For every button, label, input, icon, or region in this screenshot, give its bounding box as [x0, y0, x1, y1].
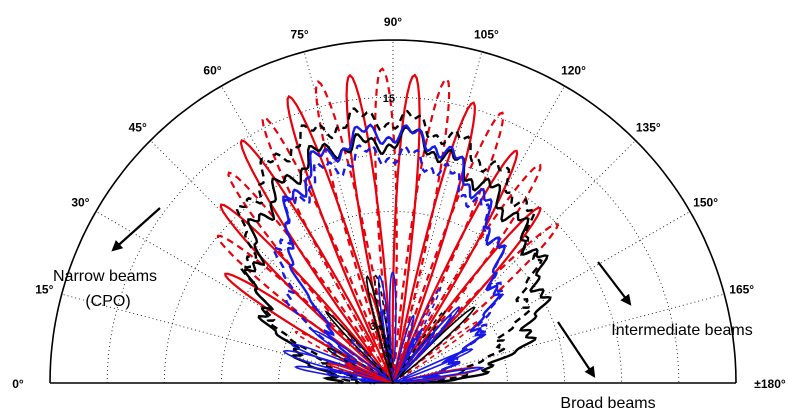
radial-tick-label: 3: [370, 321, 376, 333]
angle-tick-label: 45°: [129, 121, 147, 135]
sidelobe: [344, 362, 394, 384]
sidelobe: [392, 305, 461, 384]
sidelobe: [392, 348, 474, 384]
radial-grid-ring: [106, 96, 680, 384]
angle-tick-label: 135°: [636, 121, 661, 135]
angle-tick-label: 165°: [729, 283, 754, 297]
sidelobe: [392, 308, 447, 384]
beam-lobe: [286, 94, 395, 384]
axis-labels: 0° 15° 30° 45° 60° 75° 90° 105° 120° 135° 150° 165°…: [12, 15, 786, 391]
sidelobe: [366, 275, 394, 384]
beam-lobe: [374, 67, 398, 384]
polar-grid: [61, 40, 725, 384]
beam-lobe: [392, 163, 542, 384]
annotations: Narrow beams (CPO) Intermediate beams Broad…: [53, 207, 753, 412]
angle-tick-label: 75°: [291, 27, 309, 41]
sidelobe: [294, 330, 394, 384]
beam-patterns: [218, 67, 559, 385]
angle-tick-label: 90°: [384, 15, 402, 29]
sidelobe: [392, 285, 442, 384]
angle-tick-label: 60°: [203, 63, 221, 77]
annotation-arrow: [597, 261, 632, 306]
beam-envelope: [272, 144, 508, 385]
angle-tick-label: ±180°: [754, 377, 786, 391]
outer-arc: [49, 39, 737, 384]
sidelobe: [392, 339, 410, 384]
sidelobe: [374, 274, 394, 384]
sidelobe: [387, 333, 394, 384]
beam-lobe: [261, 115, 394, 384]
sidelobe: [392, 306, 476, 384]
sidelobe: [324, 310, 394, 384]
sidelobe: [392, 366, 485, 384]
beam-envelope: [235, 107, 543, 385]
annotation-arrow: [557, 321, 596, 378]
angle-tick-label: 120°: [561, 63, 586, 77]
angle-tick-label: 105°: [474, 27, 499, 41]
sidelobe: [377, 274, 394, 384]
sidelobe: [294, 365, 394, 384]
annotation-intermediate-beams: Intermediate beams: [611, 322, 752, 339]
polar-frame: [49, 39, 737, 384]
beam-lobe: [314, 80, 395, 384]
sidelobe: [326, 362, 394, 384]
beam-lobe: [392, 206, 542, 384]
angle-tick-label: 30°: [71, 196, 89, 210]
annotation-arrow: [111, 207, 161, 252]
annotation-cpo: (CPO): [85, 293, 130, 310]
beam-lobe: [391, 73, 421, 384]
annotation-narrow-beams: Narrow beams: [53, 268, 157, 285]
beam-envelope: [243, 125, 552, 385]
beam-lobe: [392, 222, 559, 384]
beam-lobe: [227, 171, 394, 384]
beam-lobe: [239, 139, 394, 384]
angle-tick-label: 15°: [35, 283, 53, 297]
beam-lobe: [391, 111, 505, 384]
angle-tick-label: 0°: [12, 377, 24, 391]
sidelobe: [388, 271, 397, 384]
radial-tick-label: 15: [383, 93, 395, 105]
annotation-broad-beams: Broad beams: [560, 395, 655, 412]
sidelobe: [313, 329, 394, 384]
sidelobe: [392, 319, 481, 384]
angle-tick-label: 150°: [693, 196, 718, 210]
